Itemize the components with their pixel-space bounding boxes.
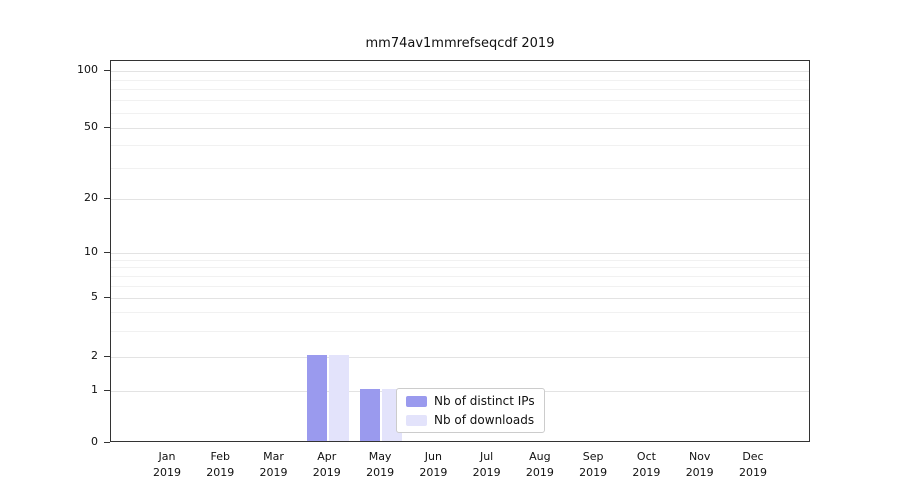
legend-label-downloads: Nb of downloads bbox=[434, 413, 535, 427]
gridline-minor bbox=[111, 100, 809, 102]
gridline-minor bbox=[111, 259, 809, 261]
x-tick-label: Feb 2019 bbox=[206, 450, 235, 479]
x-tick-label: Jun 2019 bbox=[419, 450, 448, 479]
legend-swatch-downloads-icon bbox=[406, 414, 427, 426]
gridline-minor bbox=[111, 167, 809, 169]
x-tick-label: Apr 2019 bbox=[312, 450, 341, 479]
y-tick-label: 50 bbox=[84, 120, 98, 133]
x-tick-label: Dec 2019 bbox=[738, 450, 767, 479]
x-tick-label: May 2019 bbox=[366, 450, 395, 479]
y-tick-mark bbox=[104, 198, 110, 199]
y-tick-mark bbox=[104, 356, 110, 357]
x-tick-label: Nov 2019 bbox=[685, 450, 714, 479]
gridline-minor bbox=[111, 79, 809, 81]
bar-distinct-ips-apr bbox=[306, 355, 327, 441]
gridline-major bbox=[111, 71, 809, 72]
gridline-minor bbox=[111, 145, 809, 147]
y-tick-mark bbox=[104, 70, 110, 71]
chart-title: mm74av1mmrefseqcdf 2019 bbox=[365, 36, 555, 51]
y-tick-label: 100 bbox=[77, 63, 98, 76]
gridline-major bbox=[111, 357, 809, 358]
bar-distinct-ips-may bbox=[360, 389, 381, 441]
gridline-major bbox=[111, 199, 809, 200]
gridline-major bbox=[111, 298, 809, 299]
legend-item-distinct-ips: Nb of distinct IPs bbox=[406, 394, 535, 408]
y-tick-mark bbox=[104, 390, 110, 391]
gridline-minor bbox=[111, 276, 809, 278]
legend-swatch-distinct-ips-icon bbox=[406, 395, 427, 407]
legend-label-distinct-ips: Nb of distinct IPs bbox=[434, 394, 535, 408]
x-tick-label: Jan 2019 bbox=[153, 450, 181, 479]
y-tick-mark bbox=[104, 442, 110, 443]
y-tick-label: 2 bbox=[91, 349, 98, 362]
plot-area: Nb of distinct IPs Nb of downloads bbox=[110, 60, 810, 442]
x-tick-label: Sep 2019 bbox=[579, 450, 608, 479]
y-tick-label: 10 bbox=[84, 245, 98, 258]
y-tick-label: 0 bbox=[91, 435, 98, 448]
x-tick-label: Jul 2019 bbox=[472, 450, 501, 479]
y-tick-label: 1 bbox=[91, 383, 98, 396]
gridline-minor bbox=[111, 267, 809, 269]
x-tick-label: Oct 2019 bbox=[632, 450, 661, 479]
y-tick-label: 5 bbox=[91, 290, 98, 303]
gridline-minor bbox=[111, 312, 809, 314]
x-tick-label: Aug 2019 bbox=[525, 450, 554, 479]
legend: Nb of distinct IPs Nb of downloads bbox=[396, 388, 545, 433]
gridline-major bbox=[111, 253, 809, 254]
gridline-minor bbox=[111, 286, 809, 288]
gridline-minor bbox=[111, 330, 809, 332]
legend-item-downloads: Nb of downloads bbox=[406, 413, 535, 427]
y-tick-mark bbox=[104, 127, 110, 128]
gridline-major bbox=[111, 128, 809, 129]
gridline-minor bbox=[111, 89, 809, 91]
y-tick-mark bbox=[104, 252, 110, 253]
bar-downloads-apr bbox=[328, 355, 349, 441]
y-tick-mark bbox=[104, 297, 110, 298]
y-tick-label: 20 bbox=[84, 191, 98, 204]
x-tick-label: Mar 2019 bbox=[259, 450, 288, 479]
gridline-minor bbox=[111, 113, 809, 114]
